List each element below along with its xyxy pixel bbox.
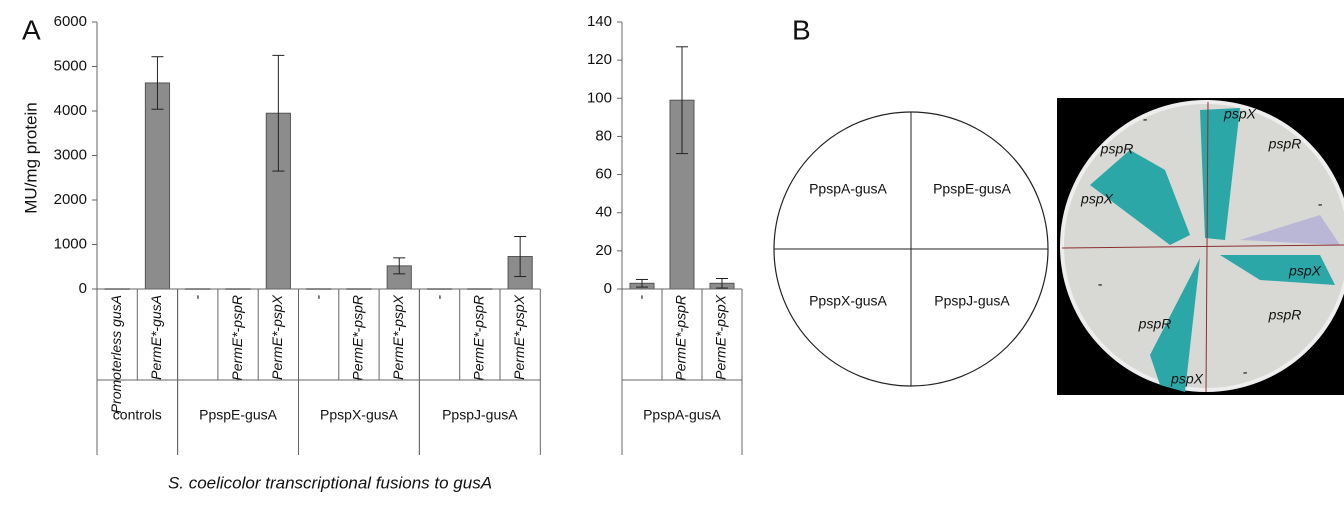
y-tick-label: 40 <box>595 204 612 221</box>
photo-label: pspR <box>1100 141 1134 157</box>
photo-label: pspR <box>1138 316 1172 332</box>
x-tick-label: PermE*-pspR <box>471 295 487 381</box>
y-axis-title: MU/mg protein <box>21 102 40 213</box>
photo-label: pspX <box>1170 371 1204 387</box>
x-tick-label: PermE*-pspX <box>713 294 729 379</box>
divider <box>1061 244 1344 249</box>
y-tick-label: 20 <box>595 242 612 259</box>
quadrant-label: PpspE-gusA <box>933 181 1011 197</box>
y-tick-label: 4000 <box>54 102 87 119</box>
group-label: PpspE-gusA <box>199 407 277 423</box>
x-tick-label: PermE*-pspX <box>390 294 406 379</box>
error-bar <box>393 257 406 275</box>
error-bar <box>716 278 728 289</box>
panel-letter: A <box>22 14 41 45</box>
error-bar <box>676 46 688 155</box>
y-tick-label: 60 <box>595 166 612 183</box>
group-label: PpspA-gusA <box>643 407 721 423</box>
photo-label: pspX <box>1080 191 1114 207</box>
y-tick-label: 6000 <box>54 13 87 30</box>
quadrant-label: PpspX-gusA <box>809 293 887 309</box>
photo-label: pspR <box>1268 307 1302 323</box>
x-tick-label: PermE*-gusA <box>148 295 164 380</box>
stain <box>1090 150 1190 245</box>
x-tick-label: - <box>633 295 649 300</box>
photo-label: pspX <box>1223 106 1257 122</box>
photo-label: - <box>1243 364 1248 380</box>
x-tick-label: - <box>188 295 204 300</box>
x-tick-label: - <box>430 295 446 300</box>
x-tick-label: PermE*-pspR <box>350 295 366 381</box>
y-tick-label: 2000 <box>54 191 87 208</box>
divider <box>1205 101 1209 393</box>
photo-label: - <box>1318 196 1323 212</box>
error-bar <box>272 54 285 172</box>
bar <box>144 82 171 290</box>
quadrant-label: PpspA-gusA <box>809 181 887 197</box>
y-tick-label: 0 <box>79 280 87 297</box>
error-bar <box>636 278 648 288</box>
x-tick-label: - <box>309 295 325 300</box>
photo-label: pspR <box>1268 136 1302 152</box>
group-label: controls <box>113 407 162 423</box>
y-tick-label: 0 <box>604 280 612 297</box>
photo-label: pspX <box>1288 263 1322 279</box>
y-tick-label: 1000 <box>54 235 87 252</box>
y-tick-label: 80 <box>595 127 612 144</box>
photo-label: - <box>1143 111 1148 127</box>
y-tick-label: 100 <box>587 89 612 106</box>
y-tick-label: 140 <box>587 13 612 30</box>
quadrant-label: PpspJ-gusA <box>934 293 1010 309</box>
y-tick-label: 3000 <box>54 146 87 163</box>
error-bar <box>514 235 527 278</box>
caption: S. coelicolor transcriptional fusions to… <box>168 473 492 492</box>
x-tick-label: PermE*-pspR <box>229 295 245 381</box>
photo-label: - <box>1098 276 1103 292</box>
panel-letter: B <box>792 14 811 45</box>
stain <box>1200 108 1240 240</box>
group-label: PpspX-gusA <box>320 407 398 423</box>
x-tick-label: PermE*-pspX <box>511 294 527 379</box>
x-tick-label: PermE*-pspR <box>673 295 689 381</box>
y-tick-label: 120 <box>587 51 612 68</box>
stain <box>1220 255 1335 285</box>
x-tick-label: Promoterless gusA <box>108 295 124 413</box>
stain <box>1150 258 1200 392</box>
y-tick-label: 5000 <box>54 57 87 74</box>
stain <box>1240 215 1340 245</box>
error-bar <box>151 56 164 110</box>
group-label: PpspJ-gusA <box>442 407 518 423</box>
x-tick-label: PermE*-pspX <box>269 294 285 379</box>
